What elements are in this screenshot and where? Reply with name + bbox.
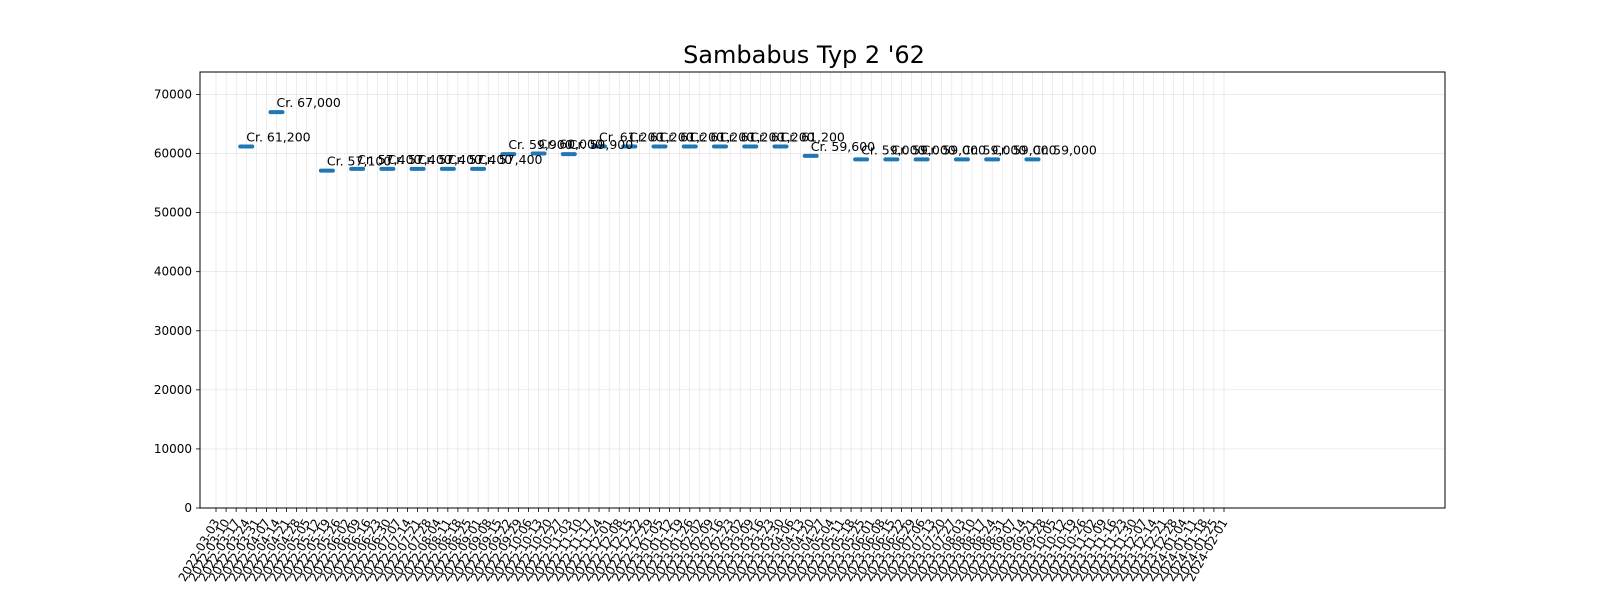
data-marks [238,110,1041,173]
chart-title: Sambabus Typ 2 '62 [683,41,925,69]
data-label: Cr. 57,400 [478,152,542,167]
y-tick-label: 30000 [154,324,192,338]
data-label: Cr. 61,200 [629,129,693,144]
data-label: Cr. 59,000 [922,142,986,157]
plot-frame [199,71,1446,509]
data-label: Cr. 59,900 [569,137,633,152]
data-label: Cr. 61,200 [750,129,814,144]
data-label: Cr. 57,400 [448,152,512,167]
data-label: Cr. 59,000 [1032,142,1096,157]
data-label: Cr. 59,000 [962,142,1026,157]
x-axis: 2022-03-032022-03-102022-03-172022-03-24… [176,508,1231,584]
data-label: Cr. 59,000 [891,142,955,157]
data-label: Cr. 59,900 [508,137,572,152]
data-label: Cr. 67,000 [276,95,340,110]
data-label: Cr. 57,100 [327,154,391,169]
data-label: Cr. 57,400 [418,152,482,167]
y-tick-label: 60000 [154,147,192,161]
y-tick-label: 40000 [154,265,192,279]
data-label: Cr. 59,000 [992,142,1056,157]
data-label: Cr. 61,200 [599,129,663,144]
y-tick-label: 70000 [154,87,192,101]
data-label: Cr. 61,200 [246,129,310,144]
y-axis: 0 10000 20000 30000 40000 50000 60000 70000 [154,87,200,515]
data-label: Cr. 57,400 [387,152,451,167]
y-tick-label: 0 [184,501,192,515]
data-label: Cr. 61,200 [720,129,784,144]
data-label: Cr. 61,200 [690,129,754,144]
data-label: Cr. 57,400 [357,152,421,167]
y-tick-label: 10000 [154,442,192,456]
data-label: Cr. 60,000 [539,137,603,152]
y-tick-label: 20000 [154,383,192,397]
y-tick-label: 50000 [154,206,192,220]
data-label: Cr. 61,200 [780,129,844,144]
data-label: Cr. 59,000 [861,142,925,157]
data-label: Cr. 59,600 [811,139,875,154]
data-label: Cr. 61,200 [660,129,724,144]
